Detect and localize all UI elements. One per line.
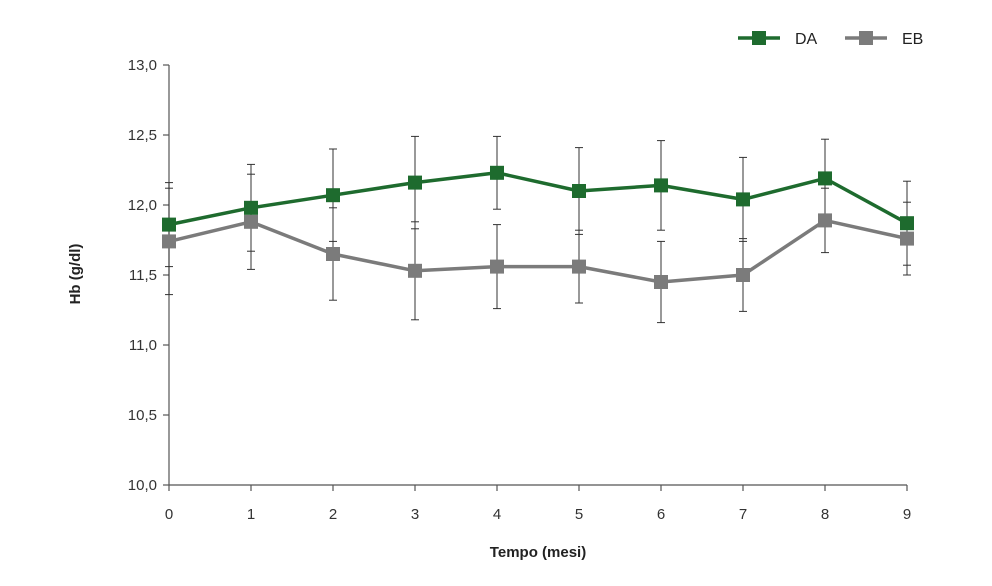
y-tick-label: 11,5 xyxy=(129,267,157,284)
x-tick-label: 0 xyxy=(165,506,173,523)
data-point-da xyxy=(572,184,586,198)
data-point-da xyxy=(818,171,832,186)
data-point-eb xyxy=(572,259,586,274)
data-point-da xyxy=(490,165,504,180)
y-tick-label: 10,5 xyxy=(128,407,157,424)
data-point-da xyxy=(244,200,258,215)
data-point-eb xyxy=(490,259,504,274)
y-tick-label: 12,5 xyxy=(128,127,157,144)
data-point-eb xyxy=(408,263,422,278)
x-tick-label: 1 xyxy=(247,506,255,523)
x-tick-label: 3 xyxy=(411,506,419,523)
x-tick-label: 9 xyxy=(903,506,911,523)
x-tick-label: 4 xyxy=(493,506,501,523)
data-point-da xyxy=(654,178,668,193)
x-tick-label: 8 xyxy=(821,506,829,523)
y-tick-label: 11,0 xyxy=(129,337,157,354)
y-tick-label: 13,0 xyxy=(128,57,157,74)
chart-legend: DA EB xyxy=(738,31,923,48)
series-line-da xyxy=(168,171,908,227)
series-markers xyxy=(162,165,914,289)
series-line-eb xyxy=(168,218,908,284)
legend-marker-da xyxy=(752,31,766,45)
error-bars xyxy=(165,135,911,324)
data-point-eb xyxy=(654,275,668,289)
data-point-eb xyxy=(736,268,750,282)
data-point-eb xyxy=(900,231,914,246)
legend-label-da: DA xyxy=(795,31,818,48)
x-tick-label: 2 xyxy=(329,506,337,523)
data-point-da xyxy=(736,192,750,207)
data-point-eb xyxy=(818,213,832,228)
data-point-eb xyxy=(244,214,258,229)
data-point-da xyxy=(900,216,914,231)
data-point-eb xyxy=(326,247,340,261)
x-tick-label: 6 xyxy=(657,506,665,523)
y-axis-title: Hb (g/dl) xyxy=(67,244,84,305)
chart-axes: 10,0 10,5 11,0 11,5 12,0 12,5 13,0 0 1 2 3 4 5 6 7 8 9 xyxy=(128,57,911,523)
data-point-eb xyxy=(162,234,176,249)
data-point-da xyxy=(326,188,340,203)
y-tick-label: 10,0 xyxy=(128,477,157,494)
y-tick-label: 12,0 xyxy=(128,197,157,214)
x-axis-title: Tempo (mesi) xyxy=(490,544,586,561)
data-point-da xyxy=(408,175,422,190)
data-point-da xyxy=(162,217,176,232)
series-lines xyxy=(168,171,908,284)
x-tick-label: 5 xyxy=(575,506,583,523)
legend-marker-eb xyxy=(859,31,873,45)
legend-label-eb: EB xyxy=(902,31,923,48)
x-tick-label: 7 xyxy=(739,506,747,523)
